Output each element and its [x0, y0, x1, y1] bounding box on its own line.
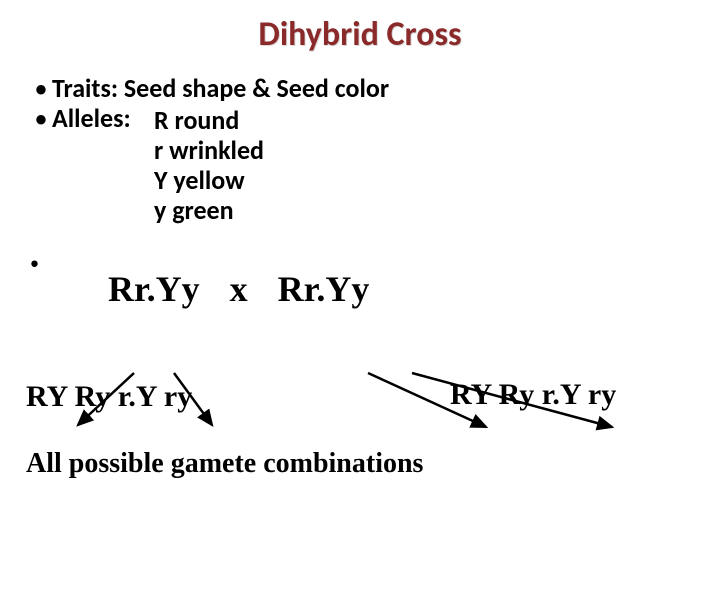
alleles-label: Alleles:: [52, 104, 131, 134]
gametes-right: RY Ry r.Y ry: [450, 378, 616, 412]
traits-label: Traits:: [52, 74, 118, 104]
caption: All possible gamete combinations: [26, 448, 423, 480]
cross-expression: Rr.Yy x Rr.Yy: [108, 268, 369, 310]
cross-operator: x: [230, 268, 248, 310]
allele-y-green: y green: [154, 196, 264, 226]
allele-list: R round r wrinkled Y yellow y green: [154, 106, 264, 226]
parent-right: Rr.Yy: [278, 268, 370, 310]
allele-y-yellow: Y yellow: [154, 166, 264, 196]
bullet-traits: • Traits: Seed shape & Seed color: [30, 74, 389, 104]
allele-r-wrinkled: r wrinkled: [154, 136, 264, 166]
bullet-dot-icon: •: [30, 104, 52, 134]
bullet-dot-icon: •: [30, 252, 39, 274]
gametes-left: RY Ry r.Y ry: [26, 380, 192, 414]
arrow-overlay: [0, 55, 720, 595]
bullet-dot-icon: •: [30, 74, 52, 104]
allele-r-round: R round: [154, 106, 264, 136]
page-title: Dihybrid Cross: [0, 0, 720, 55]
traits-value: Seed shape & Seed color: [124, 74, 389, 104]
parent-left: Rr.Yy: [108, 268, 200, 310]
